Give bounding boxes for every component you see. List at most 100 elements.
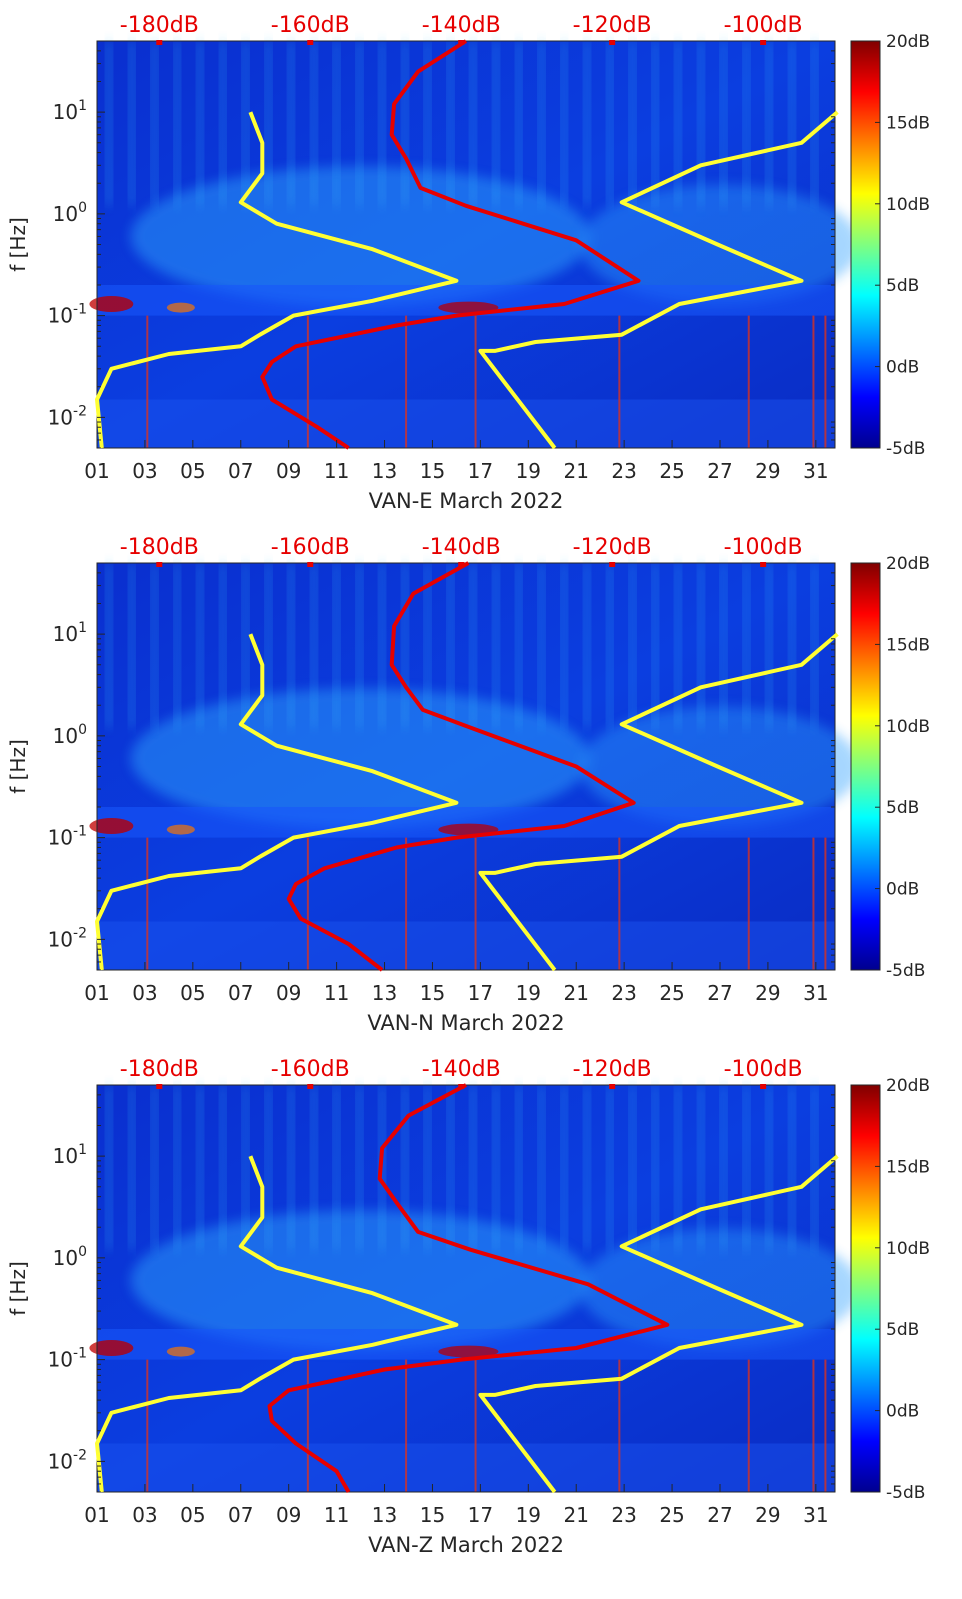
x-tick-label: 03: [132, 459, 157, 483]
top-tick-mark: [760, 40, 767, 45]
x-tick-label: 31: [803, 981, 828, 1005]
x-tick-label: 25: [659, 459, 684, 483]
top-tick-mark: [156, 1084, 163, 1089]
x-tick-label: 03: [132, 981, 157, 1005]
x-tick-label: 01: [84, 459, 109, 483]
x-tick-label: 09: [276, 981, 301, 1005]
x-tick-label: 01: [84, 1503, 109, 1527]
colorbar-tick-label: -5dB: [886, 1483, 925, 1503]
top-axis-label: -160dB: [271, 13, 350, 38]
top-axis-label: -100dB: [724, 1057, 803, 1082]
x-tick-label: 23: [611, 981, 636, 1005]
colorbar-tick-label: 20dB: [886, 1076, 930, 1096]
y-tick-label: 10-1: [48, 1346, 87, 1372]
y-tick-label: 101: [53, 1142, 87, 1168]
x-tick-label: 05: [180, 459, 205, 483]
x-tick-label: 19: [516, 1503, 541, 1527]
panel-van-z: 10-2 10-1 100 101 01 03 05 07 09 11 13 15 17 19 21 23 25…: [6, 1057, 930, 1557]
panel-van-n: 10-2 10-1 100 101 01 03 05 07 09 11 13 15 17 19 21 23 25…: [6, 535, 930, 1035]
colorbar-tick-label: -5dB: [886, 439, 925, 459]
colorbar-tick-label: 5dB: [886, 798, 919, 818]
y-tick-label: 100: [53, 200, 87, 226]
series-line-2: [286, 561, 636, 972]
y-axis-label: f [Hz]: [6, 1261, 30, 1316]
top-tick-mark: [458, 1084, 465, 1089]
x-tick-label: 13: [372, 981, 397, 1005]
top-tick-mark: [760, 562, 767, 567]
colorbar-tick-label: 5dB: [886, 1320, 919, 1340]
colorbar-tick-label: 20dB: [886, 554, 930, 574]
y-tick-label: 100: [53, 1244, 87, 1270]
x-tick-label: 29: [755, 1503, 780, 1527]
top-axis-label: -180dB: [120, 535, 199, 560]
top-tick-mark: [156, 40, 163, 45]
x-tick-label: 31: [803, 1503, 828, 1527]
y-tick-label: 101: [53, 98, 87, 124]
x-tick-label: 17: [468, 459, 493, 483]
x-axis-label: VAN-N March 2022: [367, 1011, 564, 1035]
x-tick-label: 23: [611, 1503, 636, 1527]
x-tick-label: 01: [84, 981, 109, 1005]
colorbar-tick-label: 0dB: [886, 358, 919, 378]
panel-van-e: 10-2 10-1 100 101 01 03 05 07 09 11 13 15 17 19 21 23 25…: [6, 13, 930, 513]
x-tick-label: 19: [516, 459, 541, 483]
top-axis-label: -120dB: [573, 13, 652, 38]
colorbar: [850, 40, 881, 449]
top-axis-label: -120dB: [573, 1057, 652, 1082]
colorbar-tick-label: 0dB: [886, 1402, 919, 1422]
top-tick-mark: [458, 40, 465, 45]
x-tick-label: 29: [755, 981, 780, 1005]
x-tick-label: 11: [324, 459, 349, 483]
x-tick-label: 27: [707, 981, 732, 1005]
x-tick-label: 21: [563, 1503, 588, 1527]
colorbar-tick-label: 15dB: [886, 1157, 930, 1177]
x-tick-label: 05: [180, 981, 205, 1005]
top-axis-label: -100dB: [724, 13, 803, 38]
top-axis-label: -160dB: [271, 1057, 350, 1082]
top-tick-mark: [609, 1084, 616, 1089]
top-tick-mark: [458, 562, 465, 567]
top-tick-mark: [156, 562, 163, 567]
x-tick-label: 09: [276, 1503, 301, 1527]
x-tick-label: 27: [707, 459, 732, 483]
series-line-1: [478, 632, 839, 972]
x-tick-label: 17: [468, 1503, 493, 1527]
series-line-2: [267, 1083, 670, 1493]
y-tick-label: 10-2: [48, 925, 87, 951]
series-line-0: [95, 111, 459, 449]
y-tick-label: 101: [53, 620, 87, 646]
colorbar: [850, 562, 881, 971]
top-axis-label: -180dB: [120, 13, 199, 38]
top-axis-label: -120dB: [573, 535, 652, 560]
series-line-1: [478, 1154, 839, 1494]
colorbar-tick-label: 10dB: [886, 717, 930, 737]
top-tick-mark: [609, 562, 616, 567]
y-tick-label: 10-1: [48, 824, 87, 850]
x-tick-label: 17: [468, 981, 493, 1005]
x-tick-label: 15: [420, 981, 445, 1005]
top-axis-label: -140dB: [422, 13, 501, 38]
x-tick-label: 07: [228, 1503, 253, 1527]
colorbar: [850, 1084, 881, 1493]
series-line-1: [478, 110, 839, 450]
top-axis-label: -140dB: [422, 1057, 501, 1082]
x-tick-label: 29: [755, 459, 780, 483]
y-tick-label: 10-2: [48, 1447, 87, 1473]
colorbar-tick-label: 10dB: [886, 1239, 930, 1259]
x-tick-label: 09: [276, 459, 301, 483]
x-tick-label: 25: [659, 981, 684, 1005]
top-tick-mark: [307, 1084, 314, 1089]
top-tick-mark: [307, 562, 314, 567]
series-line-0: [95, 1155, 459, 1493]
top-axis-label: -140dB: [422, 535, 501, 560]
x-tick-label: 21: [563, 459, 588, 483]
colorbar-tick-label: 15dB: [886, 113, 930, 133]
x-tick-label: 15: [420, 1503, 445, 1527]
top-axis-label: -160dB: [271, 535, 350, 560]
x-tick-label: 25: [659, 1503, 684, 1527]
top-axis-label: -100dB: [724, 535, 803, 560]
x-axis-label: VAN-Z March 2022: [368, 1533, 564, 1557]
x-tick-label: 15: [420, 459, 445, 483]
x-tick-label: 27: [707, 1503, 732, 1527]
